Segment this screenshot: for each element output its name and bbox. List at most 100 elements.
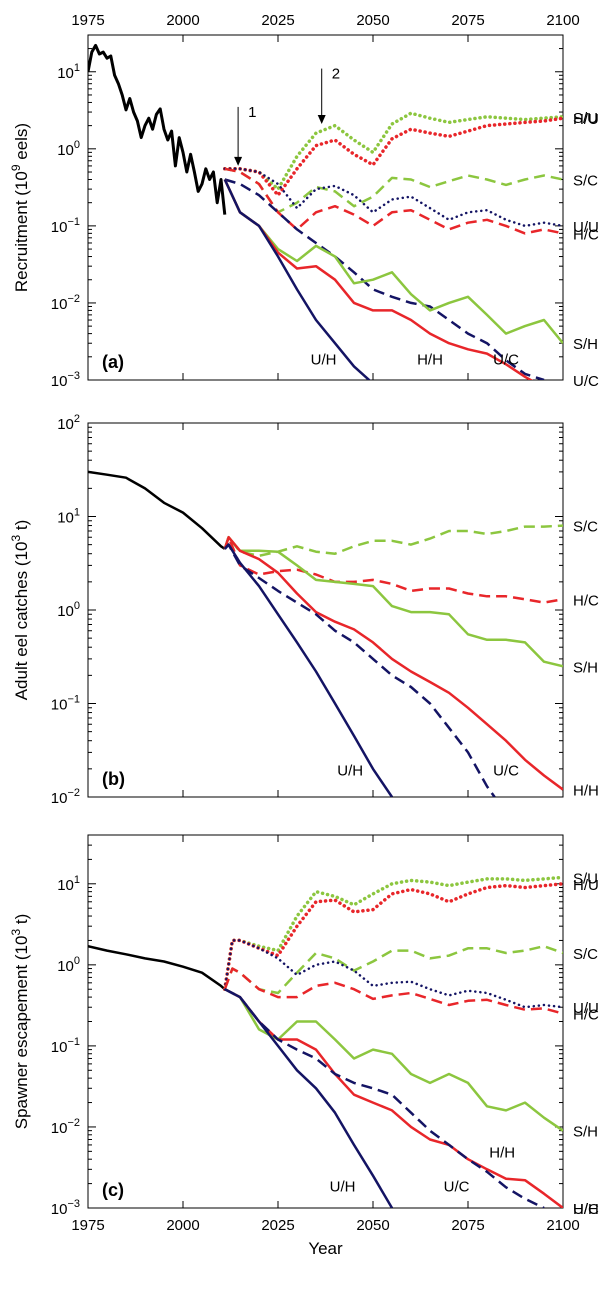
series-line-u-h: [224, 988, 394, 1208]
series-label-h-h: H/H: [573, 783, 599, 800]
x-tick-label-top: 2050: [356, 12, 389, 29]
series-label-h-u: H/U: [573, 877, 599, 894]
series-label-u-c: U/C: [573, 373, 599, 390]
series-line-h-c: [223, 967, 563, 1015]
y-tick-label: 101: [57, 62, 80, 82]
series-label-s-h: S/H: [573, 659, 598, 676]
x-tick-label-top: 2000: [166, 12, 199, 29]
series-line-h-u: [223, 882, 563, 991]
x-tick-label-top: 2025: [261, 12, 294, 29]
series-group: [88, 470, 563, 797]
series-label-u-u: U/U: [573, 1000, 599, 1017]
panel-label: (b): [102, 769, 125, 789]
y-tick-label: 100: [57, 955, 80, 975]
series-label-s-c: S/C: [573, 172, 598, 189]
panel-2: 10−2 10−1 100 101 102 Adult eel catches (103 …: [9, 413, 599, 807]
series-line-u-h: [223, 543, 394, 797]
in-plot-label: U/C: [444, 1178, 470, 1195]
series-line-u-c: [224, 178, 545, 380]
series-label-h-u: H/U: [573, 111, 599, 128]
in-plot-label: U/H: [311, 351, 337, 368]
series-line-h-u: [223, 116, 563, 197]
series-label-s-h: S/H: [573, 1124, 598, 1141]
plot-frame: [87, 34, 564, 381]
series-line-u-u: [223, 167, 563, 228]
in-plot-label: U/H: [337, 762, 363, 779]
series-line-s-c: [223, 944, 563, 995]
y-tick-label: 10−3: [51, 370, 80, 390]
series-line-s-h: [223, 178, 563, 344]
x-axis-title: Year: [308, 1239, 343, 1258]
annotation-arrowhead: [317, 114, 326, 124]
series-label-s-u: S/U: [573, 110, 598, 127]
series-line-s-c: [223, 524, 563, 558]
y-tick-label: 10−2: [51, 293, 80, 313]
series-group: [88, 43, 563, 380]
y-tick-label: 10−3: [51, 1198, 80, 1218]
x-tick-label-top: 2075: [451, 12, 484, 29]
y-tick-label: 10−1: [51, 216, 80, 236]
series-line-u-c: [223, 543, 496, 797]
y-axis-title: Adult eel catches (103 t): [9, 520, 31, 701]
series-label-s-c: S/C: [573, 519, 598, 536]
in-plot-label: U/C: [493, 762, 519, 779]
x-tick-label: 2075: [451, 1217, 484, 1234]
plot-frame: [87, 422, 564, 798]
y-tick-label: 10−2: [51, 787, 80, 807]
x-tick-label: 2050: [356, 1217, 389, 1234]
y-tick-label: 10−1: [51, 694, 80, 714]
panel-label: (a): [102, 352, 124, 372]
series-label-s-c: S/C: [573, 946, 598, 963]
series-line-h-h: [224, 988, 563, 1208]
y-tick-label: 100: [57, 600, 80, 620]
y-tick-label: 10−1: [51, 1036, 80, 1056]
series-line-h-h: [223, 535, 563, 791]
series-label-h-c: H/C: [573, 226, 599, 243]
y-tick-label: 10−2: [51, 1117, 80, 1137]
series-label-h-c: H/C: [573, 592, 599, 609]
in-plot-label: U/C: [493, 351, 519, 368]
series-line-u-u: [223, 939, 563, 1009]
series-label-s-u: S/U: [573, 870, 598, 887]
x-tick-label: 2000: [166, 1217, 199, 1234]
series-label-u-u: U/U: [573, 219, 599, 236]
panel-3: 10−3 10−2 10−1 100 101 1975 2000 2025 2050 2075 21…: [9, 834, 599, 1258]
series-label-s-h: S/H: [573, 336, 598, 353]
y-tick-label: 102: [57, 413, 80, 433]
annotation-label: 2: [332, 66, 340, 83]
y-tick-label: 101: [57, 874, 80, 894]
series-line-s-c: [224, 167, 563, 214]
x-tick-label-top: 1975: [71, 12, 104, 29]
in-plot-label: U/H: [330, 1178, 356, 1195]
panel-label: (c): [102, 1180, 124, 1200]
series-label-h-h: H/H: [573, 1201, 599, 1218]
y-tick-label: 100: [57, 139, 80, 159]
series-line-s-h: [223, 535, 563, 668]
series-label-h-c: H/C: [573, 1007, 599, 1024]
x-tick-label: 1975: [71, 1217, 104, 1234]
series-line-u-c: [224, 988, 545, 1208]
series-line-historical: [88, 43, 227, 215]
series-line-h-c: [223, 535, 563, 604]
y-tick-label: 101: [57, 507, 80, 527]
series-line-s-h: [224, 988, 563, 1132]
series-label-u-c: U/C: [573, 1201, 599, 1218]
in-plot-label: H/H: [417, 351, 443, 368]
series-line-historical: [88, 944, 226, 991]
annotation-label: 1: [248, 104, 256, 121]
series-line-h-h: [223, 178, 534, 380]
series-group: [88, 875, 563, 1208]
series-line-historical: [88, 470, 226, 550]
x-tick-label: 2025: [261, 1217, 294, 1234]
y-axis-title: Spawner escapement (103 t): [9, 914, 31, 1130]
series-line-u-h: [223, 178, 371, 380]
series-line-s-u: [223, 111, 563, 191]
y-axis-title: Recruitment (109 eels): [9, 123, 31, 292]
in-plot-label: H/H: [489, 1144, 515, 1161]
series-line-h-c: [224, 167, 563, 235]
x-tick-label-top: 2100: [546, 12, 579, 29]
series-line-s-u: [223, 875, 563, 991]
x-tick-label: 2100: [546, 1217, 579, 1234]
